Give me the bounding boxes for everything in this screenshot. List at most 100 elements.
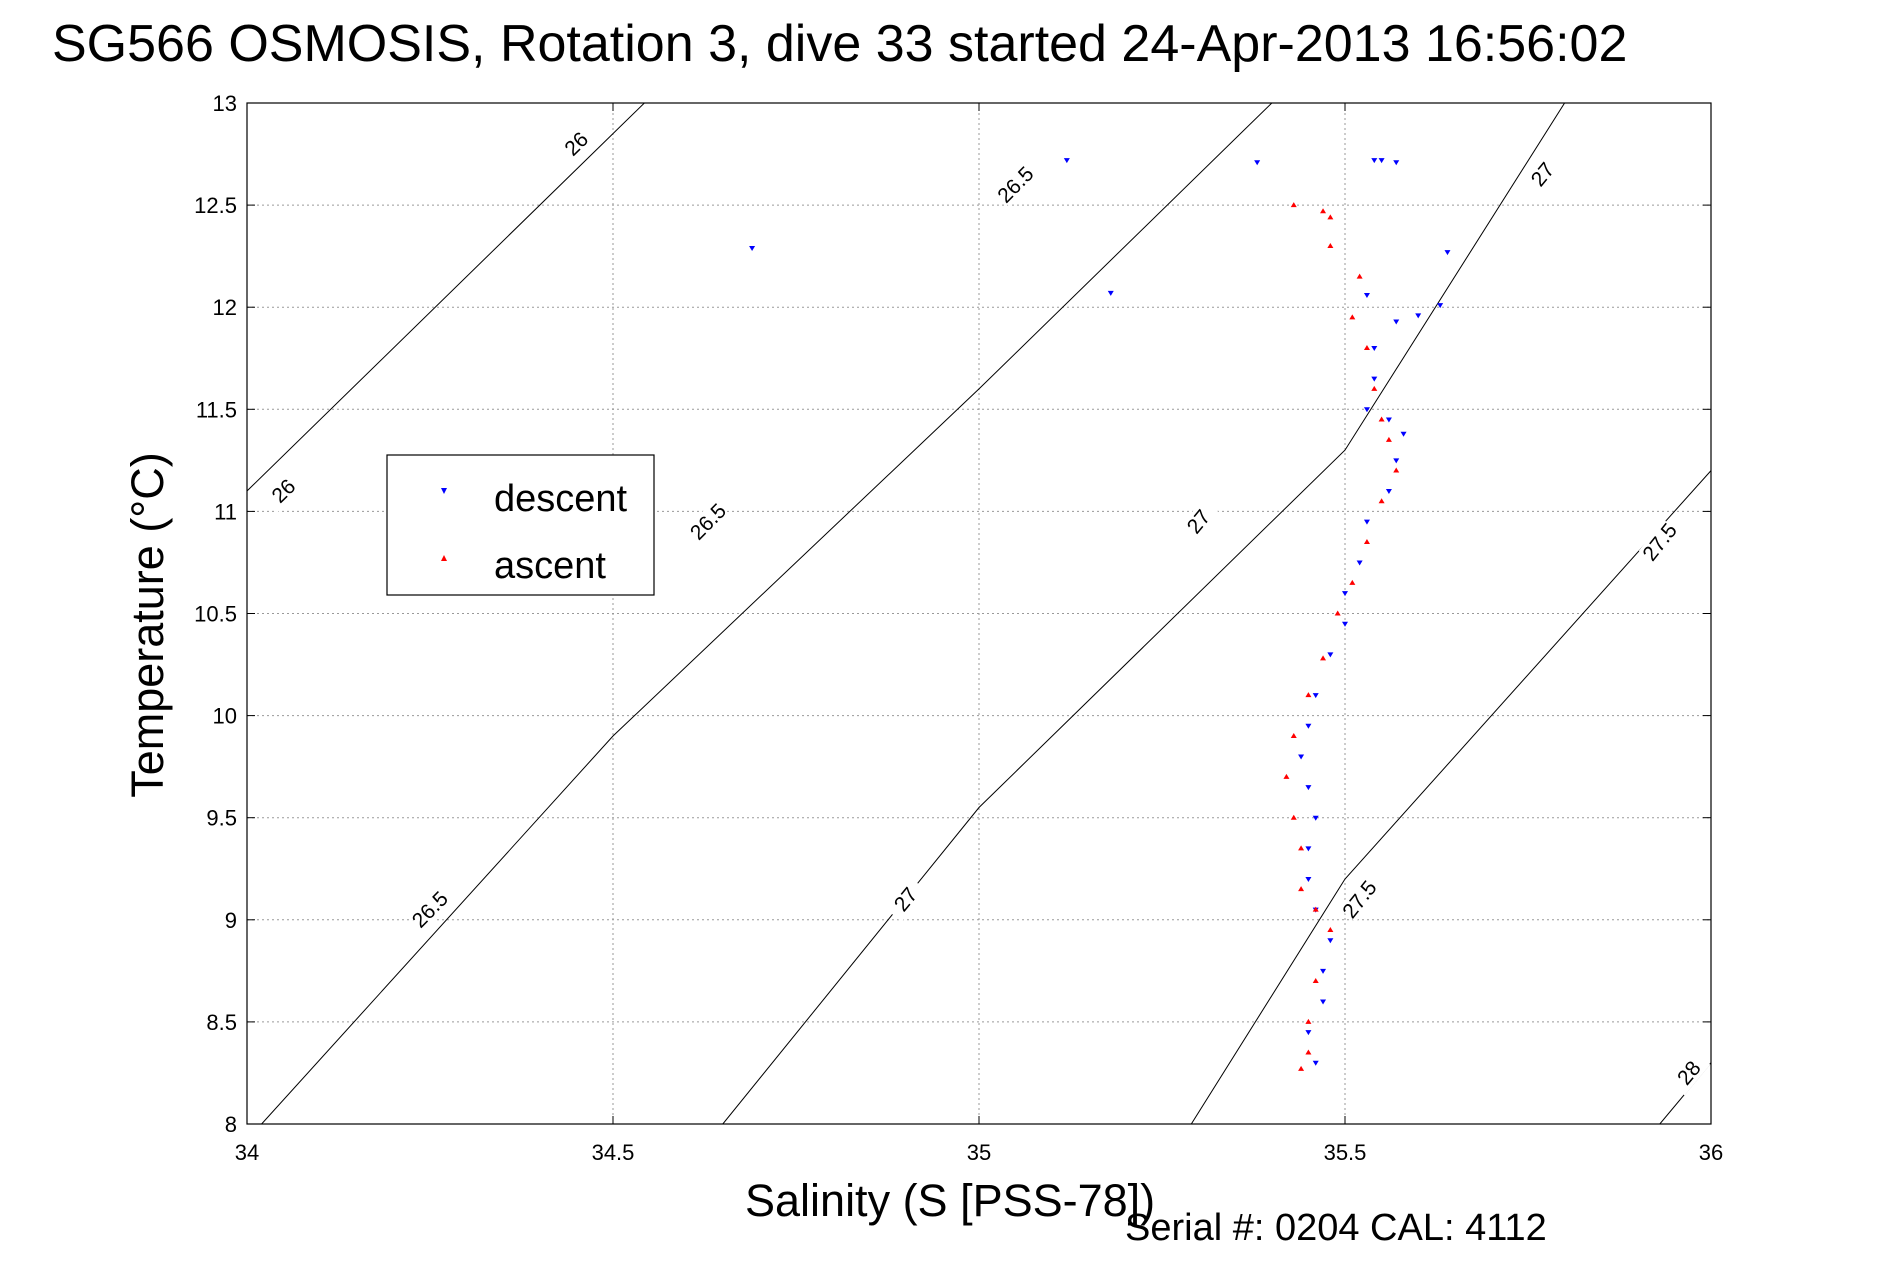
legend-marker-descent bbox=[441, 488, 447, 494]
y-tick-label: 11.5 bbox=[196, 397, 237, 422]
data-point-ascent bbox=[1290, 202, 1297, 208]
data-point-descent bbox=[1327, 938, 1334, 944]
y-tick-label: 8 bbox=[225, 1112, 237, 1137]
density-contour-label-bg bbox=[1638, 519, 1681, 565]
legend-marker-ascent bbox=[441, 555, 447, 561]
data-point-ascent bbox=[1349, 314, 1356, 320]
density-contour-label-bg bbox=[554, 121, 599, 166]
data-point-ascent bbox=[1393, 467, 1400, 473]
y-tick-label: 12.5 bbox=[194, 193, 237, 218]
data-point-ascent bbox=[1283, 773, 1290, 779]
density-contour-line bbox=[247, 103, 646, 492]
data-point-ascent bbox=[1298, 1065, 1305, 1071]
data-point-descent bbox=[1298, 754, 1305, 760]
density-contour-label: 26.5 bbox=[993, 162, 1038, 207]
data-point-descent bbox=[1444, 250, 1451, 256]
data-point-descent bbox=[1356, 560, 1363, 566]
data-point-descent bbox=[1107, 290, 1114, 296]
data-point-descent bbox=[1437, 303, 1444, 309]
data-point-ascent bbox=[1349, 579, 1356, 585]
data-point-ascent bbox=[1290, 814, 1297, 820]
density-contour-label-bg bbox=[1177, 499, 1220, 545]
data-point-descent bbox=[1385, 488, 1392, 494]
density-contour-label-bg bbox=[686, 499, 731, 544]
legend: descent ascent bbox=[386, 454, 655, 596]
y-tick-label: 10 bbox=[213, 704, 237, 729]
data-point-descent bbox=[1363, 292, 1370, 298]
data-point-descent bbox=[1305, 846, 1312, 852]
data-point-descent bbox=[1320, 999, 1327, 1005]
data-point-ascent bbox=[1298, 886, 1305, 892]
data-point-ascent bbox=[1305, 692, 1312, 698]
axis-ticks: 34 34.5 35 35.5 36 8 8.5 9 9.5 10 10.5 11 11.5 12 12.5… bbox=[194, 91, 1723, 1165]
density-contour-line bbox=[722, 103, 1566, 1124]
data-point-ascent bbox=[1305, 1049, 1312, 1055]
data-point-descent bbox=[1305, 723, 1312, 729]
data-point-ascent bbox=[1327, 927, 1334, 933]
data-point-descent bbox=[1320, 968, 1327, 974]
data-point-ascent bbox=[1290, 733, 1297, 739]
data-point-descent bbox=[1400, 431, 1407, 437]
data-point-descent bbox=[1254, 160, 1261, 166]
y-tick-label: 11 bbox=[214, 499, 237, 524]
density-contour-label-bg bbox=[1667, 1050, 1711, 1096]
data-point-descent bbox=[1363, 407, 1370, 413]
data-point-ascent bbox=[1320, 208, 1327, 214]
y-tick-label: 12 bbox=[213, 295, 237, 320]
x-tick-label: 36 bbox=[1699, 1140, 1723, 1165]
data-point-descent bbox=[1393, 458, 1400, 464]
legend-box bbox=[386, 454, 655, 596]
data-point-ascent bbox=[1385, 436, 1392, 442]
density-contour-label-bg bbox=[408, 887, 452, 932]
data-point-ascent bbox=[1378, 416, 1385, 422]
density-contour-label: 26.5 bbox=[408, 887, 453, 932]
data-point-descent bbox=[1312, 693, 1319, 699]
legend-label-ascent: ascent bbox=[494, 545, 606, 587]
data-point-descent bbox=[1415, 313, 1422, 319]
density-contour-label-bg bbox=[261, 469, 306, 513]
data-point-ascent bbox=[1371, 385, 1378, 391]
density-contour-line bbox=[1190, 470, 1711, 1124]
data-point-ascent bbox=[1305, 1018, 1312, 1024]
data-point-ascent bbox=[1378, 498, 1385, 504]
data-point-descent bbox=[1378, 158, 1385, 164]
serial-cal-note: Serial #: 0204 CAL: 4112 bbox=[1125, 1207, 1547, 1249]
x-axis-label: Salinity (S [PSS-78]) bbox=[745, 1175, 1156, 1226]
x-tick-label: 35 bbox=[967, 1140, 991, 1165]
data-point-descent bbox=[1305, 1030, 1312, 1036]
data-point-descent bbox=[1312, 815, 1319, 821]
y-tick-label: 9.5 bbox=[206, 806, 237, 831]
data-point-descent bbox=[1342, 621, 1348, 627]
x-tick-label: 34.5 bbox=[592, 1140, 635, 1165]
y-tick-label: 8.5 bbox=[206, 1010, 237, 1035]
data-point-descent bbox=[1385, 417, 1392, 423]
data-point-descent bbox=[1305, 785, 1312, 791]
y-tick-label: 10.5 bbox=[194, 602, 237, 627]
data-point-ascent bbox=[1320, 655, 1327, 661]
legend-label-descent: descent bbox=[494, 478, 628, 520]
chart-title: SG566 OSMOSIS, Rotation 3, dive 33 start… bbox=[52, 15, 1628, 73]
x-tick-label: 35.5 bbox=[1324, 1140, 1367, 1165]
density-contour-label-bg bbox=[1338, 876, 1381, 922]
data-point-descent bbox=[1393, 319, 1400, 325]
x-tick-label: 34 bbox=[235, 1140, 259, 1165]
y-tick-label: 9 bbox=[225, 908, 237, 933]
data-point-ascent bbox=[1327, 214, 1334, 220]
data-point-descent bbox=[1063, 158, 1070, 164]
density-contour-label-bg bbox=[993, 162, 1038, 207]
density-contour-label: 27.5 bbox=[1638, 519, 1681, 565]
data-point-ascent bbox=[1334, 610, 1341, 616]
data-point-ascent bbox=[1327, 242, 1334, 248]
data-point-ascent bbox=[1298, 845, 1305, 851]
data-point-descent bbox=[1342, 591, 1348, 597]
density-contour-label-bg bbox=[1521, 152, 1564, 197]
data-point-ascent bbox=[1363, 539, 1370, 545]
density-contour-label: 26.5 bbox=[686, 499, 731, 544]
data-point-descent bbox=[1312, 1060, 1319, 1066]
data-point-ascent bbox=[1363, 345, 1370, 351]
data-point-descent bbox=[1363, 519, 1370, 525]
density-contour-label-bg bbox=[884, 876, 927, 922]
data-point-descent bbox=[1393, 160, 1400, 166]
